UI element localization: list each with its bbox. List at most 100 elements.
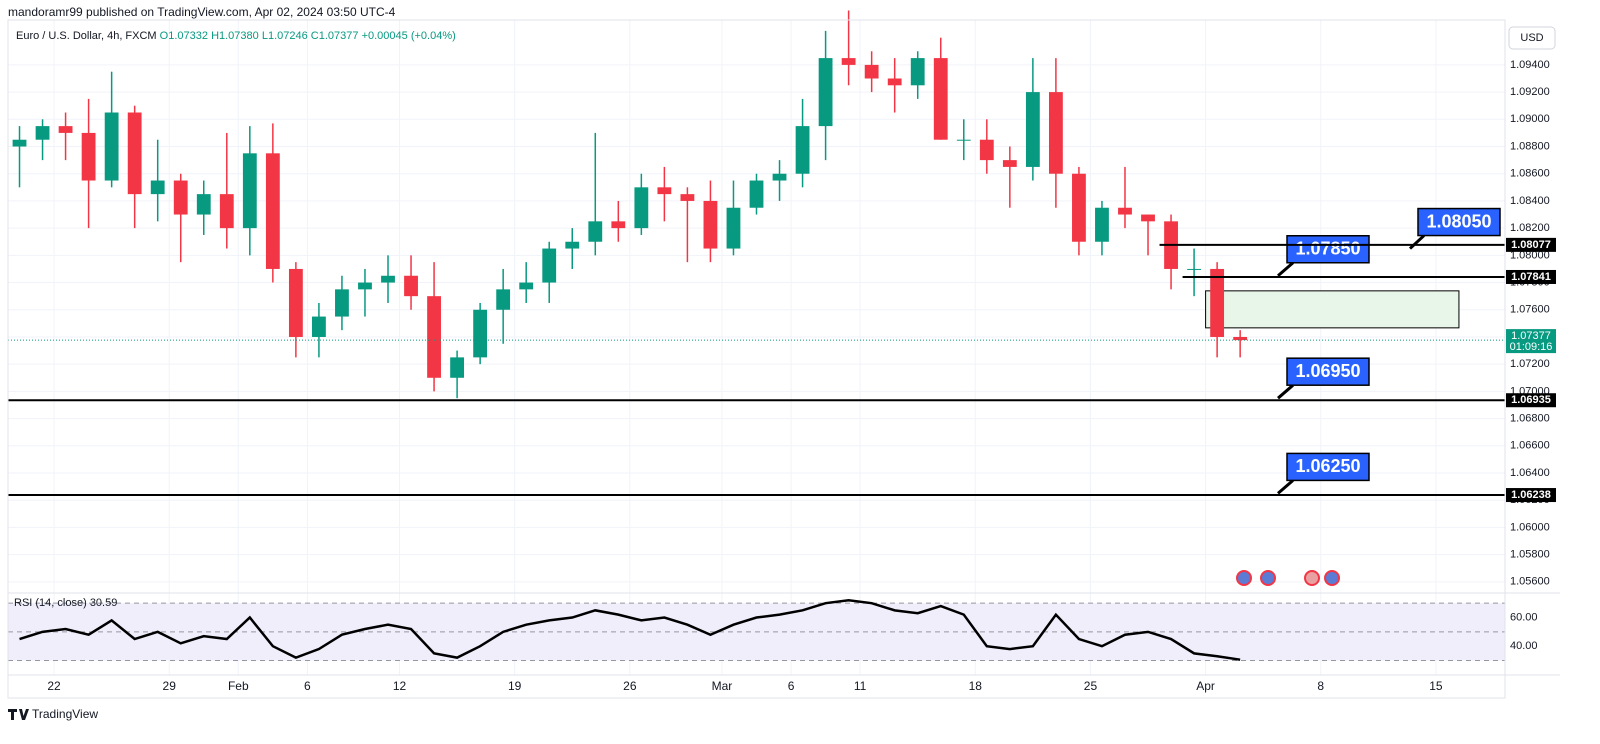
callout-box	[1286, 357, 1370, 386]
last-price-box	[1506, 329, 1556, 354]
event-icon[interactable]	[1324, 570, 1340, 586]
y-tick-label: 1.06000	[1510, 521, 1550, 533]
publisher: mandoramr99 published on TradingView.com…	[8, 5, 396, 19]
callout-box	[1417, 207, 1501, 237]
high: H1.07380	[211, 30, 259, 42]
candle-body	[358, 282, 372, 290]
callout-label: 1.06950	[1295, 361, 1360, 381]
rsi-title: RSI (14, close)	[14, 597, 87, 609]
axes: 1.056001.058001.060001.062001.064001.066…	[47, 59, 1556, 693]
candle-body	[288, 268, 303, 337]
candle-body	[1002, 160, 1017, 167]
candle-body	[35, 126, 50, 140]
y-tick-label: 1.08800	[1510, 140, 1550, 152]
candle-body	[1072, 173, 1086, 242]
y-tick-label: 1.09200	[1510, 86, 1550, 98]
countdown: 01:09:16	[1510, 341, 1553, 353]
candle-body	[542, 248, 557, 283]
candle-body	[841, 58, 856, 65]
event-icons	[1236, 570, 1340, 586]
currency[interactable]: USD	[1520, 32, 1543, 44]
rsi-tick-label: 60.00	[1510, 611, 1538, 623]
candle-body	[795, 126, 810, 174]
symbol: Euro / U.S. Dollar, 4h, FXCM	[16, 30, 157, 42]
candle-body	[127, 112, 142, 195]
candle-body	[58, 126, 73, 133]
level-label-box	[1506, 237, 1556, 252]
x-tick-label: 29	[163, 679, 177, 693]
event-icon[interactable]	[1236, 570, 1252, 586]
candle-body	[565, 241, 580, 249]
x-tick-label: 8	[1317, 679, 1324, 693]
candle-body	[381, 275, 395, 283]
rsi-last: 30.59	[90, 597, 118, 609]
event-icon[interactable]	[1260, 570, 1276, 586]
plot: 1.06950 1.06250 1.07850 1.08050	[8, 10, 1505, 662]
candle-body	[242, 153, 257, 229]
x-tick-label: 6	[788, 679, 795, 693]
y-tick-label: 1.05800	[1510, 549, 1550, 561]
candle-body	[588, 221, 603, 242]
rsi-legend: RSI (14, close) 30.59	[14, 597, 117, 609]
close: C1.07377	[311, 30, 359, 42]
candle-body	[496, 289, 511, 310]
candle-body	[335, 289, 349, 317]
y-tick-label: 1.08400	[1510, 195, 1550, 207]
x-tick-label: 26	[623, 679, 637, 693]
callout-pointer	[1408, 234, 1426, 250]
callout-label: 1.07850	[1295, 239, 1360, 259]
x-tick-label: Feb	[228, 679, 249, 693]
candle-body	[450, 357, 465, 378]
brand-name: TradingView	[32, 707, 98, 721]
y-tick-label: 1.09400	[1510, 59, 1550, 71]
candle-body	[1187, 268, 1201, 270]
y-tick-label: 1.08000	[1510, 249, 1550, 261]
callout-pointer	[1277, 261, 1294, 277]
candle-body	[150, 180, 165, 195]
candle-body	[726, 207, 741, 249]
candle-body	[634, 187, 649, 229]
x-tick-label: 11	[854, 679, 867, 693]
callout-label: 1.06250	[1295, 456, 1360, 476]
candle-body	[219, 194, 234, 229]
rsi-line	[19, 599, 1241, 661]
event-icon[interactable]	[1304, 570, 1320, 586]
candle-body	[979, 139, 994, 161]
candle-body	[910, 58, 925, 86]
low: L1.07246	[262, 30, 308, 42]
level-label-box	[1506, 269, 1556, 284]
x-tick-label: Mar	[712, 679, 733, 693]
x-tick-label: Apr	[1196, 679, 1215, 693]
open: O1.07332	[160, 30, 208, 42]
candle-body	[933, 58, 948, 140]
candle-body	[611, 221, 626, 229]
legend: Euro / U.S. Dollar, 4h, FXCM O1.07332 H1…	[16, 30, 456, 42]
y-tick-label: 1.08600	[1510, 168, 1550, 180]
candle-body	[312, 316, 326, 337]
x-tick-label: 25	[1084, 679, 1098, 693]
callout-box	[1286, 452, 1370, 482]
candle-body	[864, 64, 879, 79]
candle-body	[104, 112, 119, 181]
y-tick-label: 1.09000	[1510, 113, 1550, 125]
y-tick-label: 1.06400	[1510, 467, 1550, 479]
candle-body	[81, 132, 96, 181]
x-tick-label: 12	[393, 679, 407, 693]
candle-body	[519, 282, 534, 290]
candle-body	[12, 139, 27, 147]
y-tick-label: 1.07600	[1510, 304, 1550, 316]
callout-pointer	[1277, 479, 1294, 495]
candle-body	[680, 194, 695, 201]
zone	[1205, 290, 1460, 329]
currency-button[interactable]	[1508, 26, 1556, 50]
y-tick-label: 1.08200	[1510, 222, 1550, 234]
candle-body	[404, 275, 418, 297]
candle-body	[772, 173, 787, 181]
level-label-box	[1506, 488, 1556, 503]
candle-body	[956, 139, 971, 141]
candle-body	[887, 78, 902, 86]
brand: TradingView	[8, 707, 98, 721]
y-tick-label: 1.06600	[1510, 440, 1550, 452]
callout-box	[1286, 235, 1370, 264]
